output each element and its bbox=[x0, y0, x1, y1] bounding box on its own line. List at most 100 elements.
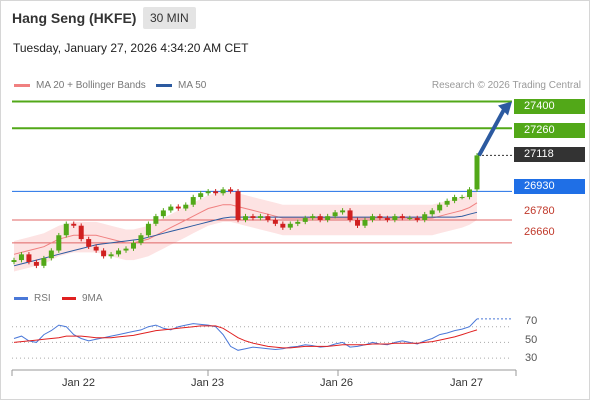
candle bbox=[168, 206, 174, 211]
candle bbox=[355, 219, 361, 226]
candle bbox=[48, 250, 54, 259]
rsi-level-70: 70 bbox=[525, 315, 538, 327]
instrument-title: Hang Seng (HKFE) bbox=[12, 10, 137, 26]
candle bbox=[116, 250, 122, 255]
candle bbox=[452, 197, 458, 201]
candle bbox=[93, 246, 99, 251]
candle bbox=[384, 218, 390, 220]
candle bbox=[302, 218, 308, 222]
candle bbox=[71, 223, 77, 226]
candle bbox=[213, 191, 219, 194]
ma50-swatch bbox=[156, 84, 172, 87]
candle bbox=[101, 250, 107, 257]
candle bbox=[340, 210, 346, 213]
legend-rsi-ma-label: 9MA bbox=[82, 293, 103, 304]
candle bbox=[138, 235, 144, 243]
candle bbox=[295, 221, 301, 224]
candle bbox=[332, 212, 338, 217]
candle bbox=[467, 189, 473, 198]
legend-rsi-ma: 9MA bbox=[62, 293, 103, 304]
legend-ma20: MA 20 + Bollinger Bands bbox=[14, 80, 146, 91]
candle bbox=[444, 200, 450, 205]
x-label-jan22: Jan 22 bbox=[62, 377, 96, 389]
candle bbox=[310, 216, 316, 219]
candle bbox=[369, 216, 375, 220]
legend-rsi: RSI bbox=[14, 293, 51, 304]
level-tag-27400: 27400 bbox=[514, 99, 585, 114]
candle bbox=[392, 216, 398, 220]
bollinger-band bbox=[14, 189, 477, 272]
candle bbox=[243, 216, 248, 220]
candle bbox=[63, 223, 69, 236]
candle bbox=[429, 210, 435, 215]
current-price-tag: 27118 bbox=[514, 147, 585, 162]
candle bbox=[437, 204, 443, 211]
candle bbox=[160, 210, 166, 217]
candle bbox=[377, 216, 383, 219]
candle bbox=[325, 216, 331, 220]
ma20-line bbox=[13, 202, 478, 255]
candle bbox=[108, 254, 114, 257]
level-tag-26660: 26660 bbox=[524, 226, 555, 238]
candle bbox=[347, 210, 353, 220]
candle bbox=[56, 235, 62, 251]
candle bbox=[11, 260, 17, 262]
candle bbox=[33, 261, 39, 266]
timeframe-badge[interactable]: 30 MIN bbox=[143, 7, 196, 29]
candle bbox=[86, 239, 92, 247]
timestamp: Tuesday, January 27, 2026 4:34:20 AM CET bbox=[13, 41, 249, 55]
legend-ma50-label: MA 50 bbox=[178, 80, 207, 91]
rsi-swatch bbox=[14, 297, 28, 300]
level-tag-26780: 26780 bbox=[524, 205, 555, 217]
candle bbox=[287, 223, 293, 228]
candle bbox=[198, 193, 204, 198]
legend-rsi-label: RSI bbox=[34, 293, 51, 304]
candle bbox=[190, 197, 196, 205]
candle bbox=[123, 248, 129, 251]
rsi-line bbox=[13, 318, 478, 351]
legend-ma20-label: MA 20 + Bollinger Bands bbox=[36, 80, 146, 91]
projection-arrow-head bbox=[498, 101, 512, 116]
x-label-jan23: Jan 23 bbox=[191, 377, 225, 389]
rsi-level-30: 30 bbox=[525, 352, 538, 364]
candle bbox=[41, 258, 47, 266]
projection-arrow bbox=[477, 108, 506, 157]
candle bbox=[280, 223, 286, 228]
level-tag-27260: 27260 bbox=[514, 123, 585, 138]
candle bbox=[26, 254, 32, 262]
candle bbox=[474, 155, 480, 190]
candle bbox=[407, 218, 413, 220]
candle bbox=[257, 216, 263, 219]
candle bbox=[459, 197, 465, 199]
candle bbox=[183, 204, 189, 209]
candle bbox=[78, 225, 84, 240]
candle bbox=[414, 218, 420, 220]
candle bbox=[18, 254, 24, 261]
pivot-tag-26930: 26930 bbox=[514, 179, 585, 194]
rsi-level-50: 50 bbox=[525, 334, 538, 346]
rsi-ma-line bbox=[13, 325, 478, 349]
candle bbox=[153, 216, 159, 224]
x-label-jan26: Jan 26 bbox=[320, 377, 354, 389]
candle bbox=[205, 191, 211, 194]
ma20-swatch bbox=[14, 84, 30, 87]
rsi-ma-swatch bbox=[62, 297, 76, 300]
legend-ma50: MA 50 bbox=[156, 80, 206, 91]
copyright: Research © 2026 Trading Central bbox=[431, 80, 581, 91]
candle bbox=[317, 216, 323, 220]
candle bbox=[265, 216, 271, 220]
candle bbox=[362, 219, 368, 226]
candle bbox=[422, 214, 428, 220]
x-label-jan27: Jan 27 bbox=[450, 377, 484, 389]
candle bbox=[228, 189, 234, 192]
candle bbox=[399, 216, 405, 219]
candle bbox=[175, 206, 181, 209]
candle bbox=[220, 189, 226, 194]
candle bbox=[130, 242, 136, 249]
candle bbox=[235, 191, 241, 220]
candle bbox=[272, 219, 278, 224]
candle bbox=[250, 216, 256, 219]
candle bbox=[145, 223, 151, 236]
